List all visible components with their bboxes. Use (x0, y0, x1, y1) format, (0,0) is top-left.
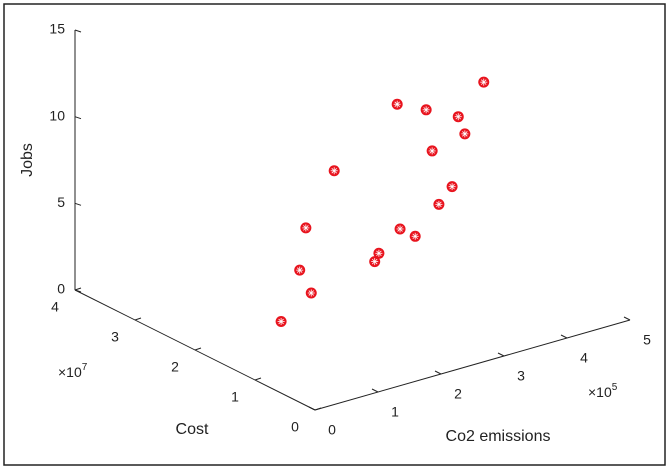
z-tick (74, 116, 82, 120)
y-tick-label: 0 (291, 419, 299, 435)
x-tick (560, 334, 568, 339)
point (478, 76, 490, 88)
x-tick (623, 316, 631, 321)
point (433, 198, 445, 210)
point (328, 165, 340, 177)
x-tick-label: 4 (580, 350, 588, 366)
x-axis-label: Co2 emissions (446, 428, 551, 445)
x-tick-label: 1 (391, 404, 399, 420)
z-tick (74, 202, 82, 206)
x-tick (497, 352, 505, 357)
z-tick-label: 15 (49, 21, 65, 37)
point (446, 181, 458, 193)
point (369, 256, 381, 268)
y-tick-label: 2 (171, 359, 179, 375)
x-tick (308, 406, 316, 411)
z-axis-label: Jobs (19, 143, 36, 177)
z-tick-label: 0 (57, 281, 65, 297)
x-axis (314, 319, 631, 411)
point (373, 247, 385, 259)
y-tick (74, 287, 82, 291)
point (459, 128, 471, 140)
y-tick-label: 3 (111, 329, 119, 345)
frame (3, 3, 666, 466)
z-tick-label: 10 (49, 107, 65, 123)
point (452, 111, 464, 123)
y-axis-label: Cost (176, 421, 209, 438)
x-tick-label: 3 (517, 368, 525, 384)
point (420, 104, 432, 116)
z-tick-label: 5 (57, 194, 65, 210)
point (426, 145, 438, 157)
point (409, 230, 421, 242)
y-tick (254, 377, 262, 381)
z-tick (74, 29, 82, 33)
point (294, 264, 306, 276)
point (305, 287, 317, 299)
x-tick (434, 370, 442, 375)
x-multiplier: ×105 (588, 382, 618, 400)
point (391, 98, 403, 110)
y-tick-label: 4 (51, 299, 59, 315)
y-tick (314, 407, 322, 411)
z-tick (74, 289, 82, 293)
point (275, 316, 287, 327)
x-tick (371, 388, 379, 393)
x-tick-label: 2 (454, 386, 462, 402)
point (300, 222, 312, 234)
y-tick-label: 1 (231, 389, 239, 405)
y-tick (134, 317, 142, 321)
x-tick-label: 5 (643, 332, 651, 348)
y-multiplier: ×107 (58, 362, 88, 380)
x-tick-label: 0 (328, 422, 336, 438)
point (394, 223, 406, 235)
y-tick (194, 347, 202, 351)
